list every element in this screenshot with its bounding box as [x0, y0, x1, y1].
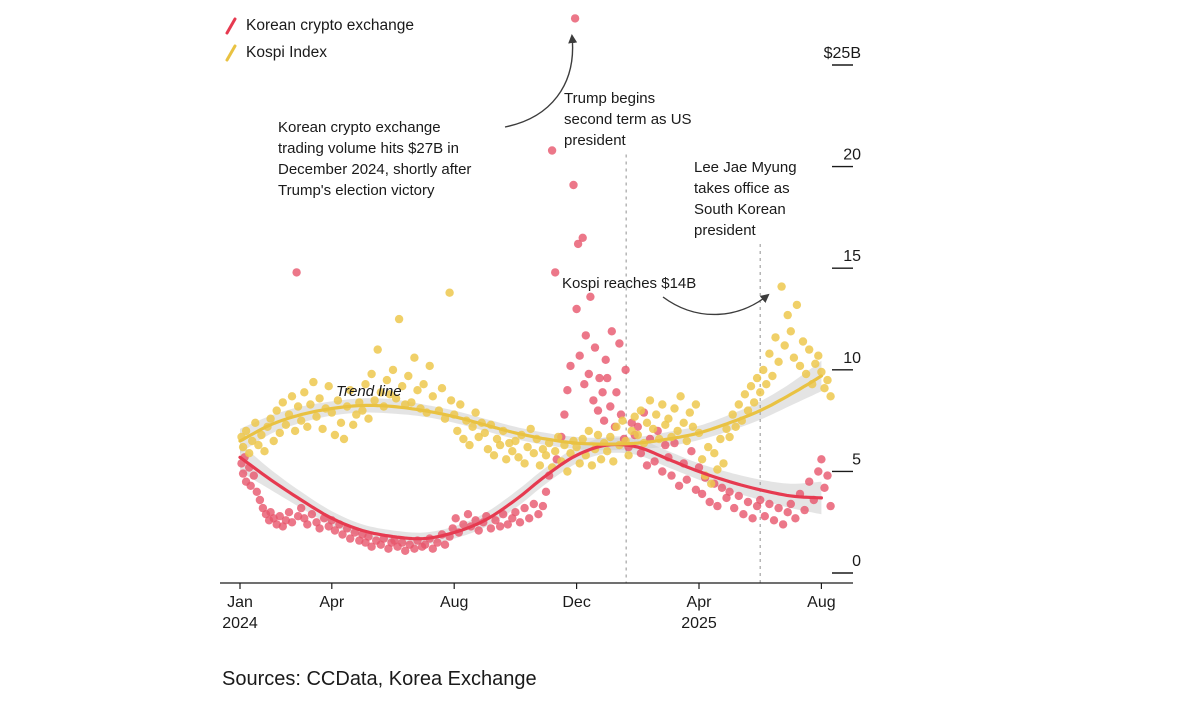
svg-text:10: 10 [843, 350, 861, 367]
kospi-annotation-arrow [662, 293, 770, 316]
svg-text:2024: 2024 [222, 615, 258, 632]
svg-text:Aug: Aug [440, 594, 468, 611]
trend-line-label: Trend line [336, 383, 402, 400]
scatter-points [237, 14, 835, 555]
lee-annotation: Lee Jae Myung takes office as South Kore… [694, 159, 797, 239]
legend: Korean crypto exchange Kospi Index [224, 12, 414, 66]
svg-text:15: 15 [843, 248, 861, 265]
svg-text:Aug: Aug [807, 594, 835, 611]
crypto-slash-icon [225, 17, 237, 34]
legend-label-crypto: Korean crypto exchange [246, 16, 415, 34]
svg-text:Dec: Dec [562, 594, 590, 611]
svg-text:5: 5 [852, 451, 861, 468]
svg-text:20: 20 [843, 147, 861, 164]
trend-lines [238, 374, 823, 541]
svg-text:$25B: $25B [824, 45, 861, 62]
legend-label-kospi: Kospi Index [246, 43, 327, 61]
crypto-volume-annotation: Korean crypto exchange trading volume hi… [278, 119, 472, 199]
svg-text:Apr: Apr [319, 594, 345, 611]
legend-item-crypto: Korean crypto exchange [224, 12, 414, 39]
svg-text:Apr: Apr [687, 594, 713, 611]
axes: Jan 2024 Apr Aug Dec Apr 2025 Aug $25B 20 15 10 5 0 [220, 45, 861, 632]
svg-text:Jan: Jan [227, 594, 253, 611]
kospi-14b-annotation: Kospi reaches $14B [562, 275, 697, 292]
kospi-slash-icon [225, 44, 237, 61]
crypto-annotation-arrow [504, 33, 578, 128]
svg-text:0: 0 [852, 553, 861, 570]
legend-item-kospi: Kospi Index [224, 39, 414, 66]
trump-annotation: Trump begins second term as US president [564, 90, 692, 149]
svg-text:2025: 2025 [681, 615, 717, 632]
source-credit: Sources: CCData, Korea Exchange [222, 668, 537, 690]
